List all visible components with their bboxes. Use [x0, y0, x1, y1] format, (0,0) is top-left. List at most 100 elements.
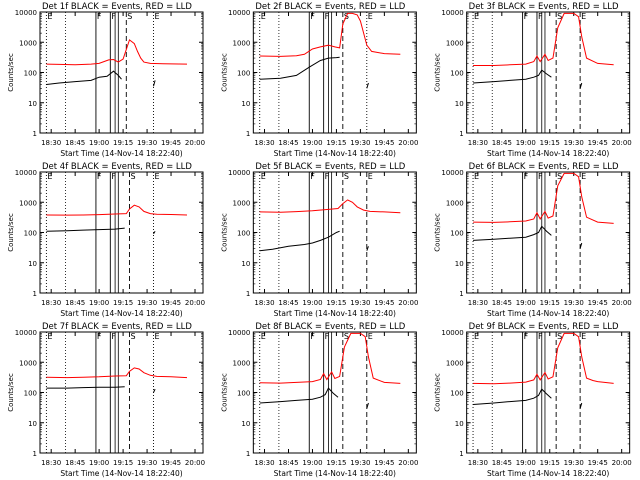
marker-label: F — [524, 172, 529, 181]
y-axis-label: Counts/sec — [220, 213, 228, 252]
y-tick-label: 1 — [459, 290, 463, 298]
plot-frame — [39, 171, 204, 294]
chart-panel: Det 8f BLACK = Events, RED = LLD Start Ti… — [220, 322, 418, 478]
x-tick-label: 18:45 — [492, 459, 512, 467]
marker-label: E — [368, 12, 373, 21]
x-tick-label: 18:45 — [65, 459, 85, 467]
x-tick-label: 19:00 — [302, 459, 322, 467]
x-tick-label: 19:15 — [326, 299, 346, 307]
marker-label: F — [538, 332, 543, 341]
y-tick-label: 1000 — [19, 359, 37, 367]
chart-title: Det 8f BLACK = Events, RED = LLD — [255, 322, 405, 332]
y-tick-label: 10 — [455, 260, 464, 268]
marker-label: S — [127, 12, 132, 21]
y-tick-label: 10000 — [228, 169, 250, 177]
marker-label: E — [474, 172, 479, 181]
marker-label: E — [474, 332, 479, 341]
y-tick-label: 1 — [33, 290, 37, 298]
x-tick-label: 19:00 — [516, 139, 536, 147]
chart-panel: Det 9f BLACK = Events, RED = LLD Start Ti… — [434, 322, 632, 478]
marker-label: S — [344, 332, 349, 341]
x-tick-label: 18:30 — [468, 299, 488, 307]
series-line — [259, 387, 339, 404]
y-axis-label: Counts/sec — [7, 53, 15, 92]
plot-frame — [466, 331, 631, 454]
y-tick-label: 1 — [33, 130, 37, 138]
x-tick-label: 19:15 — [113, 299, 133, 307]
y-tick-label: 10000 — [15, 9, 37, 17]
marker-label: E — [261, 172, 266, 181]
x-tick-label: 19:00 — [516, 459, 536, 467]
x-tick-label: 19:15 — [113, 459, 133, 467]
y-axis-label: Counts/sec — [434, 373, 442, 412]
y-axis-label: Counts/sec — [434, 213, 442, 252]
series-line — [259, 12, 401, 57]
x-tick-label: 18:45 — [492, 299, 512, 307]
y-tick-label: 10000 — [441, 169, 463, 177]
chart-panel: Det 6f BLACK = Events, RED = LLD Start Ti… — [434, 162, 632, 318]
chart-panel: Det 4f BLACK = Events, RED = LLD Start Ti… — [7, 162, 205, 318]
y-axis-label: Counts/sec — [220, 53, 228, 92]
x-tick-label: 19:15 — [113, 139, 133, 147]
y-tick-label: 10000 — [441, 329, 463, 337]
x-tick-label: 18:30 — [468, 459, 488, 467]
series-line — [46, 227, 125, 232]
marker-label: F — [310, 172, 315, 181]
y-axis-label: Counts/sec — [7, 213, 15, 252]
marker-label: F — [325, 332, 330, 341]
marker-label: E — [581, 12, 586, 21]
x-tick-label: 19:45 — [161, 299, 181, 307]
marker-label: F — [325, 12, 330, 21]
y-tick-label: 10 — [28, 100, 37, 108]
marker-label: E — [154, 332, 159, 341]
x-tick-label: 18:45 — [278, 299, 298, 307]
x-tick-label: 19:15 — [326, 459, 346, 467]
y-tick-label: 10 — [241, 100, 250, 108]
y-tick-label: 10 — [28, 420, 37, 428]
marker-label: F — [97, 172, 102, 181]
y-tick-label: 1000 — [446, 39, 464, 47]
x-tick-label: 18:30 — [254, 459, 274, 467]
y-tick-label: 10000 — [441, 9, 463, 17]
series-line — [366, 246, 369, 251]
series-line — [366, 402, 369, 409]
marker-label: E — [581, 172, 586, 181]
x-axis-label: Start Time (14-Nov-14 18:22:40) — [60, 309, 182, 318]
x-tick-label: 20:00 — [398, 139, 418, 147]
x-tick-label: 20:00 — [185, 139, 205, 147]
x-tick-label: 20:00 — [185, 299, 205, 307]
marker-label: E — [261, 12, 266, 21]
y-tick-label: 10000 — [15, 329, 37, 337]
series-line — [153, 388, 156, 393]
series-line — [46, 386, 125, 389]
marker-label: F — [111, 12, 116, 21]
x-tick-label: 18:30 — [41, 299, 61, 307]
x-tick-label: 19:30 — [137, 299, 157, 307]
x-tick-label: 19:30 — [350, 139, 370, 147]
x-tick-label: 19:30 — [350, 299, 370, 307]
marker-label: F — [97, 12, 102, 21]
series-line — [259, 199, 401, 214]
series-line — [473, 388, 552, 405]
marker-label: E — [154, 172, 159, 181]
plot-frame — [252, 171, 417, 294]
chart-title: Det 1f BLACK = Events, RED = LLD — [42, 2, 192, 12]
y-tick-label: 1 — [33, 450, 37, 458]
chart-title: Det 6f BLACK = Events, RED = LLD — [469, 162, 619, 172]
x-axis-label: Start Time (14-Nov-14 18:22:40) — [274, 309, 396, 318]
series-line — [473, 332, 614, 385]
x-tick-label: 18:30 — [254, 139, 274, 147]
y-tick-label: 100 — [237, 230, 250, 238]
y-tick-label: 1000 — [19, 39, 37, 47]
series-line — [153, 80, 156, 87]
marker-label: F — [524, 332, 529, 341]
chart-title: Det 4f BLACK = Events, RED = LLD — [42, 162, 192, 172]
series-line — [46, 39, 188, 66]
x-tick-label: 20:00 — [185, 459, 205, 467]
marker-label: F — [310, 12, 315, 21]
y-tick-label: 1 — [459, 450, 463, 458]
plot-frame — [39, 11, 204, 134]
y-axis-label: Counts/sec — [220, 373, 228, 412]
x-tick-label: 18:45 — [278, 139, 298, 147]
